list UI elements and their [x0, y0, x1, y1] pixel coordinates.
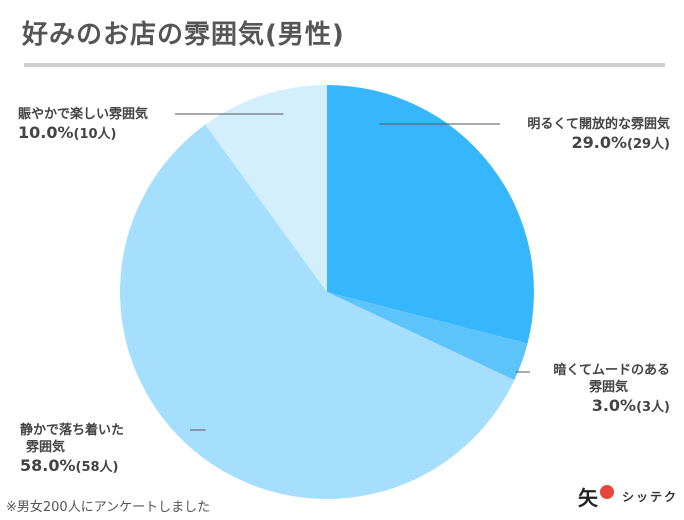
slice-label-dark-percent: 3.0%	[591, 396, 637, 415]
slice-label-dark-name-line2: 雰囲気	[588, 380, 628, 395]
slice-label-calm-name-line1: 静かで落ち着いた	[20, 423, 125, 438]
page-title: 好みのお店の雰囲気(男性)	[22, 20, 345, 50]
slice-label-dark: 暗くてムードのある 雰囲気 3.0%(3人)	[490, 362, 670, 415]
slice-label-calm-name-line2: 雰囲気	[26, 440, 66, 455]
slice-label-bright-count: (29人)	[627, 137, 670, 152]
slice-label-calm: 静かで落ち着いた 雰囲気 58.0%(58人)	[20, 422, 200, 475]
pie-slice-calm	[119, 124, 515, 499]
slice-label-bright-percent: 29.0%	[571, 133, 628, 152]
footnote: ※男女200人にアンケートしました	[6, 500, 211, 515]
pie-slice-bright	[327, 85, 534, 344]
slice-label-bright-name: 明るくて開放的な雰囲気	[527, 117, 670, 132]
slice-label-lively-count: (10人)	[73, 127, 117, 142]
slice-label-bright: 明るくて開放的な雰囲気 29.0%(29人)	[490, 116, 670, 152]
pie-slice-dark	[327, 292, 528, 381]
title-divider	[24, 63, 665, 67]
slice-label-dark-name-line1: 暗くてムードのある	[553, 363, 670, 378]
slice-label-calm-percent: 58.0%	[20, 456, 76, 475]
slice-label-lively: 賑やかで楽しい雰囲気 10.0%(10人)	[18, 106, 198, 142]
pie-slice-lively	[205, 85, 327, 292]
brand-name: シッテク	[622, 489, 679, 504]
brand-logo: 矢 シッテク	[578, 482, 678, 510]
slice-label-lively-percent: 10.0%	[18, 123, 74, 142]
slice-label-dark-count: (3人)	[636, 400, 670, 415]
slice-label-calm-count: (58人)	[75, 460, 119, 475]
brand-dot-icon	[600, 485, 614, 499]
slice-label-lively-name: 賑やかで楽しい雰囲気	[18, 107, 149, 122]
brand-mark: 矢	[578, 485, 598, 510]
